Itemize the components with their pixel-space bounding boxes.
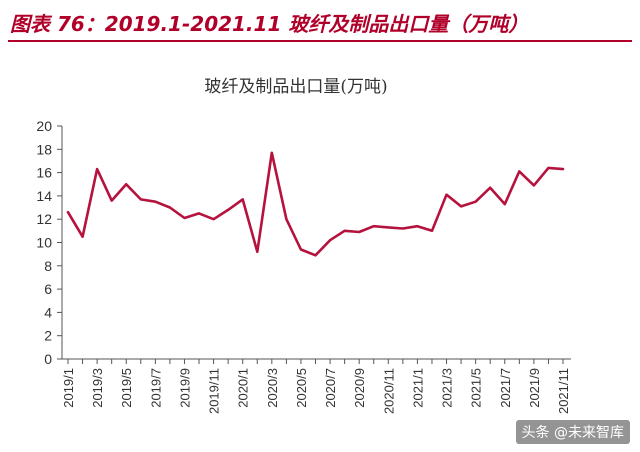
x-tick-label: 2021/3 <box>440 368 455 408</box>
series-line <box>66 151 565 257</box>
y-tick-label: 2 <box>44 328 52 344</box>
chart-title: 玻纤及制品出口量(万吨) <box>204 77 387 97</box>
x-tick-label: 2021/7 <box>498 368 513 408</box>
y-tick-label: 6 <box>44 281 52 297</box>
x-tick-label: 2020/11 <box>381 368 396 414</box>
watermark: 头条 @未来智库 <box>515 420 630 444</box>
x-tick-label: 2021/5 <box>469 368 484 408</box>
x-tick-label: 2019/7 <box>148 368 163 408</box>
y-tick-label: 12 <box>36 211 52 227</box>
x-tick-label: 2019/9 <box>177 368 192 408</box>
x-tick-label: 2021/11 <box>556 368 571 414</box>
x-tick-label: 2020/9 <box>352 368 367 408</box>
x-tick-label: 2020/5 <box>294 368 309 408</box>
y-tick-label: 8 <box>44 258 52 274</box>
x-tick-label: 2019/5 <box>119 368 134 408</box>
x-tick-label: 2020/3 <box>265 368 280 408</box>
y-tick-label: 20 <box>36 118 52 134</box>
x-axis: 2019/1 2019/3 2019/5 2019/7 2019/9 2019/11 202… <box>61 358 571 414</box>
y-tick-label: 18 <box>36 141 52 157</box>
y-tick-label: 0 <box>44 351 52 367</box>
x-tick-label: 2019/3 <box>90 368 105 408</box>
x-tick-label: 2019/11 <box>207 368 222 414</box>
y-tick-label: 4 <box>44 304 52 320</box>
x-tick-label: 2020/7 <box>323 368 338 408</box>
y-tick-label: 16 <box>36 165 52 181</box>
x-tick-label: 2020/1 <box>236 368 251 408</box>
figure-title-rule <box>8 40 632 42</box>
plot-series <box>66 151 565 257</box>
y-tick-label: 10 <box>36 235 52 251</box>
x-tick-label: 2019/1 <box>61 368 76 408</box>
figure-header: 图表 76：2019.1-2021.11 玻纤及制品出口量（万吨） <box>8 4 632 42</box>
y-tick-label: 14 <box>36 188 52 204</box>
y-axis: 0 2 4 6 8 10 12 14 16 18 20 <box>36 118 63 367</box>
figure-title: 图表 76：2019.1-2021.11 玻纤及制品出口量（万吨） <box>10 12 529 36</box>
x-tick-label: 2021/1 <box>410 368 425 408</box>
x-tick-label: 2021/9 <box>527 368 542 408</box>
